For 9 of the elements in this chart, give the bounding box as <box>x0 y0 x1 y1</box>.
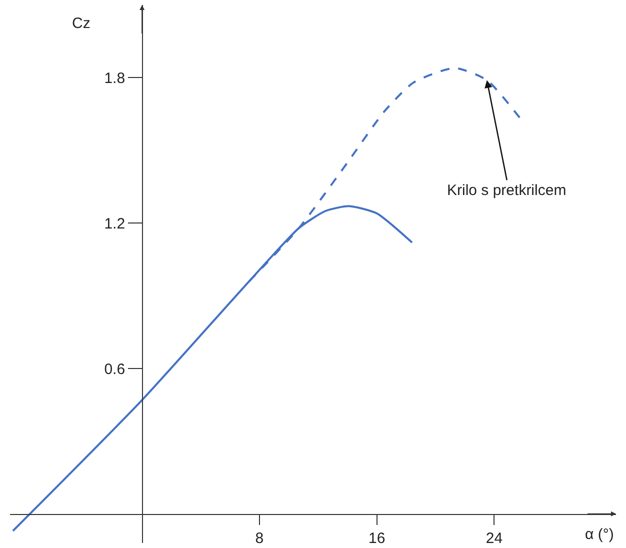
x-axis-title: α (°) <box>585 526 614 543</box>
y-tick-label: 1.8 <box>104 70 126 87</box>
annotation: Krilo s pretkrilcem <box>447 182 566 199</box>
x-tick-label: 24 <box>486 530 503 547</box>
x-tick-label: 8 <box>255 530 264 547</box>
y-tick-label: 0.6 <box>104 360 126 378</box>
y-tick-label: 1.2 <box>104 215 126 232</box>
y-axis-title: Cz <box>72 15 90 32</box>
x-tick-label: 16 <box>368 530 386 547</box>
